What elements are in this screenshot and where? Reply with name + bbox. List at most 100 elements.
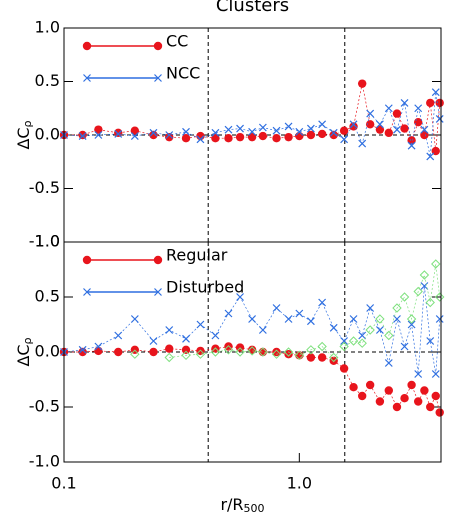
legend-marker	[83, 74, 91, 82]
marker	[329, 128, 338, 137]
marker	[435, 315, 444, 323]
marker	[414, 370, 423, 378]
marker	[283, 347, 294, 357]
y-tick-label: -0.5	[29, 178, 60, 197]
x-tick-label: 0.1	[51, 474, 76, 493]
marker	[149, 347, 158, 357]
legend-label: Disturbed	[166, 278, 244, 297]
marker	[393, 315, 401, 323]
marker	[384, 359, 393, 367]
series-line	[63, 285, 441, 375]
marker	[435, 115, 444, 123]
marker	[431, 370, 440, 378]
series-line	[64, 83, 441, 152]
marker	[149, 128, 158, 137]
marker	[78, 345, 87, 354]
marker	[78, 130, 87, 140]
marker	[339, 364, 349, 373]
marker	[414, 104, 423, 113]
marker	[392, 303, 402, 313]
marker	[420, 130, 429, 140]
y-tick-label: 0.0	[35, 125, 60, 144]
marker	[384, 386, 393, 395]
y-axis-label: ΔCρ	[14, 337, 35, 366]
marker	[420, 125, 429, 134]
marker	[272, 134, 281, 143]
marker	[182, 334, 190, 343]
x-axis-label: r/R500	[220, 495, 264, 515]
series-line	[63, 92, 441, 157]
series-line	[169, 263, 441, 358]
y-tick-label: 1.0	[35, 18, 60, 37]
marker	[114, 128, 123, 138]
marker	[130, 315, 139, 323]
y-axis-label-sub: ρ	[21, 337, 34, 344]
marker	[329, 323, 338, 332]
marker	[224, 134, 233, 143]
marker	[349, 315, 358, 323]
marker	[413, 397, 423, 406]
marker	[339, 341, 349, 352]
legend-label: NCC	[166, 64, 200, 83]
legend-label: CC	[166, 32, 188, 51]
marker	[211, 128, 220, 137]
legend-marker	[83, 288, 91, 296]
marker	[340, 135, 349, 144]
chart-title: Clusters	[216, 0, 289, 16]
marker	[114, 130, 123, 138]
marker	[384, 128, 393, 138]
marker	[365, 120, 375, 129]
marker	[426, 337, 435, 345]
y-axis-label-main: ΔC	[14, 344, 33, 366]
marker	[400, 342, 409, 351]
marker	[272, 304, 281, 312]
marker	[248, 127, 257, 136]
marker	[358, 331, 367, 340]
marker	[165, 344, 174, 353]
marker	[365, 325, 375, 335]
marker	[392, 109, 402, 118]
marker	[365, 380, 375, 390]
legend-marker	[153, 41, 163, 51]
y-tick-label: -0.5	[29, 397, 60, 416]
marker	[195, 349, 206, 359]
marker	[114, 347, 123, 357]
marker	[375, 125, 385, 134]
plot-frame	[63, 241, 442, 463]
marker	[306, 124, 315, 133]
marker	[114, 331, 123, 340]
marker	[258, 131, 268, 141]
marker	[94, 131, 103, 139]
y-tick-label: 1.0	[35, 232, 60, 251]
marker	[181, 350, 191, 361]
legend-marker	[82, 255, 92, 265]
marker	[357, 391, 367, 401]
marker	[366, 304, 375, 312]
marker	[419, 270, 430, 280]
marker	[165, 131, 174, 139]
marker	[329, 352, 339, 363]
marker	[181, 345, 191, 354]
marker	[271, 349, 282, 359]
marker	[384, 330, 394, 341]
marker	[258, 123, 267, 132]
marker	[294, 350, 305, 361]
marker	[149, 337, 158, 345]
marker	[295, 131, 304, 141]
marker	[339, 126, 349, 135]
marker	[425, 297, 435, 308]
marker	[306, 353, 316, 362]
marker	[272, 126, 281, 135]
x-tick-label: 1.0	[287, 474, 312, 493]
marker	[317, 129, 327, 139]
y-axis-label-main: ΔC	[14, 127, 33, 149]
marker	[284, 122, 293, 131]
marker	[248, 315, 257, 323]
y-tick-label: 0.5	[35, 287, 60, 306]
marker	[165, 326, 174, 334]
marker	[340, 337, 349, 345]
marker	[384, 104, 393, 113]
marker	[224, 309, 233, 318]
marker	[235, 132, 245, 142]
